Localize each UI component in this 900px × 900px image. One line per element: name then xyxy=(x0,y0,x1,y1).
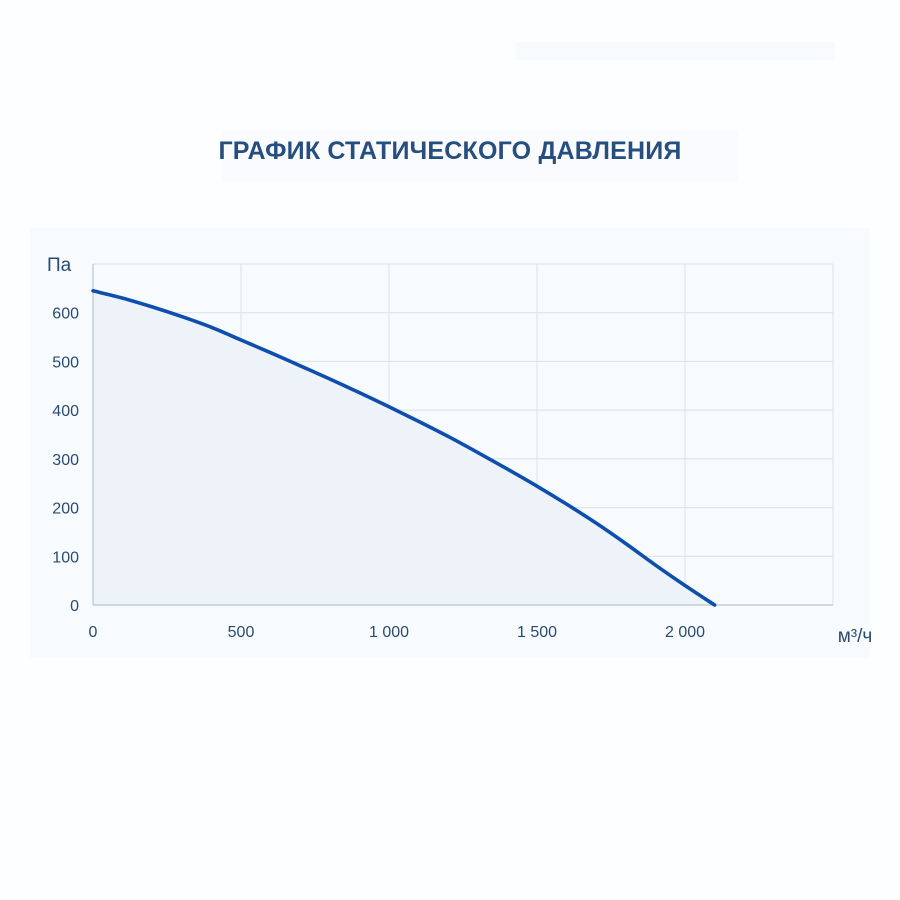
y-tick-label: 200 xyxy=(52,501,79,518)
x-tick-label: 1 000 xyxy=(369,624,409,641)
x-tick-label: 500 xyxy=(228,624,255,641)
curve-area-fill xyxy=(93,290,715,605)
y-tick-label: 400 xyxy=(52,403,79,420)
x-tick-labels: 0 500 1 000 1 500 2 000 xyxy=(89,624,706,641)
chart-title: ГРАФИК СТАТИЧЕСКОГО ДАВЛЕНИЯ xyxy=(218,137,682,165)
y-tick-label: 300 xyxy=(52,452,79,469)
y-axis-label: Па xyxy=(47,255,72,276)
x-axis-label: м³/ч xyxy=(838,626,873,647)
y-tick-label: 100 xyxy=(52,549,79,566)
x-tick-label: 0 xyxy=(89,624,98,641)
y-tick-label: 0 xyxy=(70,598,79,615)
y-tick-label: 500 xyxy=(52,354,79,371)
x-tick-label: 2 000 xyxy=(665,624,705,641)
axes xyxy=(92,264,833,606)
background-glow xyxy=(515,42,835,60)
x-tick-label: 1 500 xyxy=(517,624,557,641)
y-tick-labels: 0 100 200 300 400 500 600 xyxy=(52,306,79,615)
y-tick-label: 600 xyxy=(52,306,79,323)
pressure-curve-line xyxy=(91,288,717,607)
title-band xyxy=(222,130,738,182)
